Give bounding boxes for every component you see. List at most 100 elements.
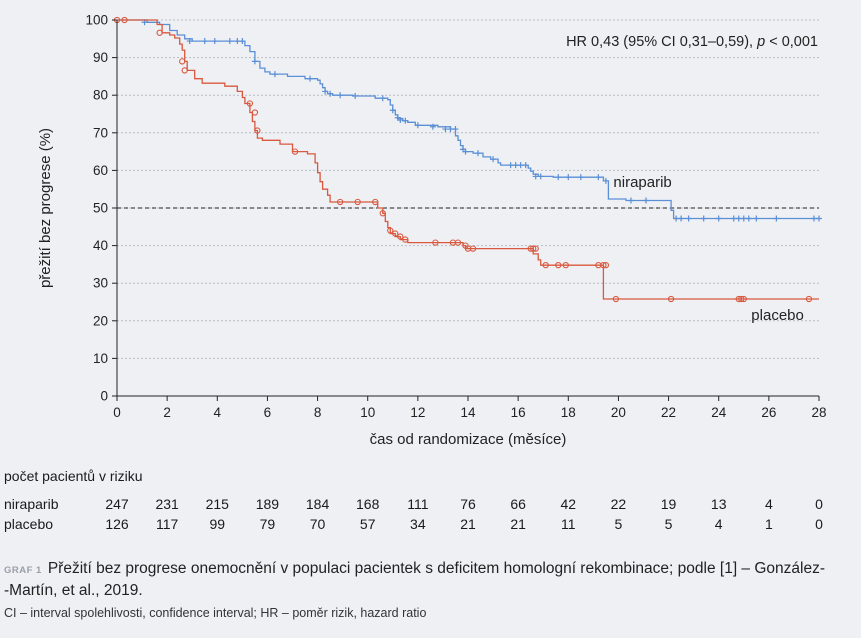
risk-count: 1 (764, 516, 773, 532)
censor-mark-niraparib (602, 177, 609, 184)
y-tick-label-80: 80 (93, 88, 108, 103)
y-tick-label-70: 70 (93, 125, 108, 140)
censor-mark-niraparib (201, 38, 208, 45)
censor-mark-niraparib (271, 71, 278, 78)
censor-mark-placebo (602, 262, 610, 269)
censor-mark-niraparib (595, 174, 602, 181)
y-tick-label-50: 50 (93, 201, 108, 216)
censor-mark-niraparib (507, 162, 514, 169)
y-tick-label-90: 90 (93, 50, 108, 65)
censor-mark-placebo (600, 262, 607, 269)
risk-count: 0 (815, 516, 823, 532)
x-tick-label-0: 0 (113, 405, 121, 420)
censor-mark-placebo (562, 262, 569, 269)
censor-mark-niraparib (211, 38, 218, 45)
censor-mark-placebo (181, 67, 188, 74)
figure-caption: GRAF 1 Přežití bez progrese onemocnění v … (4, 559, 854, 601)
censor-mark-placebo (532, 245, 539, 252)
hr-annotation: HR 0,43 (95% CI 0,31–0,59), p < 0,001 (566, 34, 818, 50)
risk-count: 79 (259, 516, 276, 532)
censor-mark-niraparib (678, 215, 685, 222)
censor-mark-niraparib (816, 215, 822, 222)
censor-mark-niraparib (735, 215, 742, 222)
censor-mark-placebo (667, 295, 675, 303)
censor-mark-niraparib (753, 215, 760, 222)
risk-count: 189 (255, 496, 280, 512)
footnote: CI – interval spolehlivosti, confidence … (4, 606, 427, 620)
chart-labels: čas od randomizace (měsíce) přežití bez p… (37, 34, 818, 448)
x-tick-label-6: 6 (264, 405, 272, 420)
censor-mark-niraparib (234, 38, 241, 45)
series-line-placebo (117, 19, 819, 300)
caption-line-2: -Martín, et al., 2019. (4, 582, 143, 599)
risk-count: 0 (815, 496, 823, 512)
censor-mark-placebo (530, 245, 537, 252)
censor-mark-niraparib (715, 215, 722, 222)
x-tick-label-14: 14 (460, 405, 476, 420)
censor-mark-placebo (738, 295, 745, 303)
censor-mark-niraparib (379, 95, 386, 102)
risk-count: 13 (710, 496, 727, 512)
censor-mark-niraparib (226, 38, 233, 45)
risk-count: 21 (510, 516, 526, 532)
censor-mark-niraparib (307, 75, 314, 82)
censor-mark-placebo (612, 295, 620, 303)
censor-mark-niraparib (414, 122, 421, 129)
censor-mark-niraparib (773, 215, 780, 222)
risk-count: 99 (209, 516, 226, 532)
censor-mark-placebo (246, 100, 254, 107)
x-tick-label-20: 20 (611, 405, 626, 420)
censor-mark-niraparib (740, 215, 747, 222)
censor-mark-niraparib (186, 38, 193, 45)
censor-mark-placebo (387, 227, 394, 234)
censor-mark-placebo (354, 198, 361, 206)
censor-mark-placebo (251, 109, 259, 116)
y-tick-label-20: 20 (93, 313, 108, 328)
censor-mark-niraparib (490, 156, 497, 163)
censor-mark-placebo (555, 262, 562, 269)
censor-mark-niraparib (239, 38, 246, 45)
censor-mark-niraparib (322, 88, 329, 95)
series-placebo (113, 16, 819, 303)
x-tick-label-10: 10 (360, 405, 375, 420)
x-tick-label-24: 24 (711, 405, 727, 420)
censor-mark-placebo (542, 262, 549, 269)
risk-count: 57 (359, 516, 376, 532)
risk-count: 70 (309, 516, 326, 532)
censor-mark-niraparib (700, 215, 707, 222)
risk-count: 42 (560, 496, 577, 512)
series-line-niraparib (117, 19, 819, 220)
censor-mark-niraparib (685, 215, 692, 222)
caption-tag: GRAF 1 (4, 565, 42, 576)
y-tick-label-100: 100 (85, 13, 108, 28)
grid-lines (117, 19, 819, 359)
risk-count: 19 (660, 496, 677, 512)
x-tick-label-26: 26 (761, 405, 776, 420)
risk-count: 231 (155, 496, 179, 512)
censor-mark-niraparib (337, 92, 344, 99)
censor-mark-niraparib (565, 174, 572, 181)
risk-count: 215 (205, 496, 229, 512)
censor-mark-placebo (179, 58, 186, 65)
risk-count: 4 (764, 496, 773, 512)
censor-mark-niraparib (643, 197, 650, 204)
risk-row-label-niraparib: niraparib (4, 496, 59, 512)
censor-mark-placebo (291, 148, 299, 155)
censor-mark-placebo (156, 29, 163, 36)
censor-mark-niraparib (447, 126, 454, 133)
x-tick-label-22: 22 (661, 405, 676, 420)
risk-count: 126 (105, 516, 129, 532)
risk-count: 76 (460, 496, 476, 512)
censor-mark-niraparib (462, 148, 469, 155)
censor-mark-placebo (432, 239, 439, 246)
censor-mark-niraparib (730, 215, 737, 222)
y-axis-label: přežití bez progrese (%) (37, 128, 54, 288)
censor-mark-placebo (379, 210, 386, 217)
censor-mark-niraparib (442, 126, 449, 133)
censor-mark-niraparib (810, 215, 817, 222)
risk-count: 11 (561, 516, 576, 532)
series-label-niraparib: niraparib (613, 174, 671, 191)
censor-mark-niraparib (327, 90, 334, 97)
